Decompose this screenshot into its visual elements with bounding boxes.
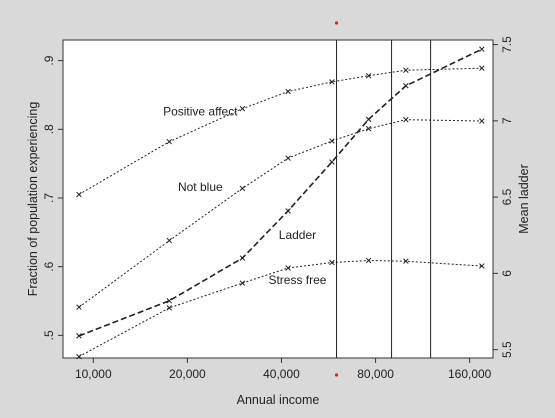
left-y-tick-label: .8 [42,124,56,134]
label-ladder: Ladder [279,228,316,242]
data-point [76,191,82,198]
data-point [365,116,372,123]
data-point [166,305,173,311]
data-point [285,155,291,161]
data-point [285,265,291,271]
series-line-stress-free [78,259,482,358]
label-positive-affect: Positive affect [163,105,238,119]
data-point [166,237,173,244]
series-positive-affect [76,65,485,198]
data-point [403,116,409,123]
data-point [76,304,82,310]
data-point [403,67,409,73]
plot-area [62,39,494,359]
series-layer [76,46,485,360]
data-point [166,298,173,304]
data-point [365,72,372,79]
data-point [329,259,335,266]
series-line-ladder [78,48,483,337]
x-tick-label: 80,000 [357,367,394,381]
left-axis-title: Fraction of population experiencing [26,102,40,297]
data-point [76,333,82,339]
left-y-tick-label: .5 [42,330,56,340]
data-point [479,263,485,269]
right-y-tick-label: 7.5 [500,36,514,53]
x-tick-label: 10,000 [75,367,112,381]
series-not-blue [76,116,485,310]
data-point [365,257,372,264]
data-point [239,185,246,192]
x-axis-title: Annual income [237,393,320,407]
data-point [365,125,372,132]
label-not-blue: Not blue [178,180,223,194]
annotation-layer: Positive affect Not blue Ladder Stress free [163,105,327,287]
right-y-tick-label: 5.5 [500,341,514,358]
data-point [403,258,409,264]
series-line-not-blue [78,119,482,308]
data-point [239,280,246,286]
axes-layer: 10,000 20,000 40,000 80,000 160,000 .5 .6 .7 .8.… [42,36,514,381]
data-point [166,138,173,145]
data-point [285,208,291,214]
data-point [329,159,335,165]
series-ladder [76,46,485,339]
data-point [479,118,485,124]
red-dot [334,373,339,377]
label-stress-free: Stress free [268,273,326,287]
data-point [479,65,485,71]
x-tick-label: 40,000 [263,367,300,381]
data-point [239,255,246,261]
right-axis-title: Mean ladder [517,164,531,234]
series-line-positive-affect [78,67,482,195]
left-y-tick-label: .9 [42,55,56,65]
right-y-tick-label: 6 [500,270,514,277]
data-point [329,138,335,144]
data-point [403,83,409,89]
data-point [239,105,246,112]
left-y-tick-label: .6 [42,261,56,271]
x-tick-label: 160,000 [448,367,492,381]
x-tick-label: 20,000 [169,367,206,381]
left-y-tick-label: .7 [42,193,56,203]
data-point [76,353,82,360]
data-point [285,88,291,95]
right-y-tick-label: 6.5 [500,188,514,205]
vertical-reference-lines [334,21,432,377]
red-dot [334,21,339,25]
data-point [329,79,335,85]
right-y-tick-label: 7 [500,117,514,124]
data-point [479,46,485,52]
series-stress-free [76,257,485,360]
